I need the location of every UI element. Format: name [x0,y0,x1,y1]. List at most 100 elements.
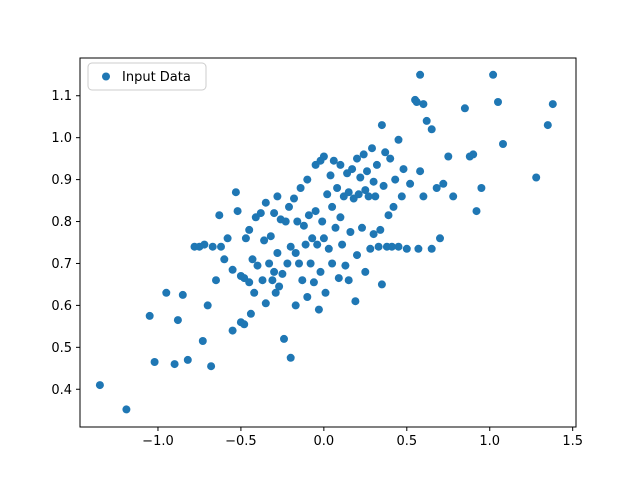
data-point [432,184,441,192]
data-point [321,288,330,297]
data-point [173,316,182,325]
data-point [319,152,328,161]
data-point [313,240,322,249]
data-point [377,121,386,130]
data-point [324,244,333,253]
data-point [275,282,284,291]
data-point [353,154,361,163]
data-point [208,242,217,251]
data-point [338,240,347,249]
legend-label: Input Data [122,70,191,85]
data-point [253,261,262,270]
y-tick-label: 0.5 [51,341,72,356]
data-point [344,188,353,197]
data-point [265,259,274,268]
data-point [207,362,216,371]
data-point [223,234,232,243]
data-point [256,209,265,218]
legend-marker-icon [102,72,110,81]
data-point [394,135,403,144]
data-point [261,198,270,207]
data-point [439,179,448,188]
data-point [333,184,342,192]
data-point [391,175,400,184]
data-point [266,232,275,241]
data-point [469,150,478,159]
x-tick-label: 0.0 [314,434,335,449]
data-point [384,211,393,220]
data-point [319,234,328,243]
data-point [386,154,395,163]
data-point [150,358,159,366]
data-point [228,265,237,274]
data-point [281,217,290,226]
data-point [295,259,303,268]
data-point [241,234,250,243]
data-point [376,225,385,234]
data-point [402,244,411,253]
data-point [245,225,254,234]
data-point [366,244,375,253]
y-tick-label: 0.4 [51,383,72,398]
data-point [314,305,323,314]
x-axis-ticks: −1.0 −0.5 0.0 0.5 1.0 1.5 [142,427,583,449]
data-point [308,234,317,243]
data-point [371,192,380,201]
data-point [377,280,386,289]
axes-frame [79,57,577,428]
data-point [494,98,502,106]
data-point [309,278,318,287]
data-point [419,192,428,201]
data-point [399,165,408,174]
data-point [304,211,313,220]
data-point [250,288,259,297]
data-point [331,223,340,232]
data-point [472,207,481,216]
x-tick-label: 1.0 [479,434,500,449]
data-point [246,309,255,318]
data-point [261,299,270,308]
y-tick-label: 0.7 [51,257,72,272]
data-point [316,267,325,276]
data-point [548,100,557,109]
x-tick-label: 1.5 [562,434,583,449]
data-point [301,240,310,249]
data-point [336,213,345,222]
data-point [248,255,257,264]
data-point [344,276,353,285]
data-point [268,276,277,285]
data-point [372,160,381,169]
data-point [122,405,131,414]
data-point [379,181,388,190]
data-point [328,202,337,211]
legend-box [87,62,207,91]
data-point [228,326,237,335]
data-point [477,184,486,192]
data-point [532,173,541,182]
data-point [212,276,220,285]
data-point [183,355,192,364]
y-tick-label: 1.1 [51,89,72,104]
data-point [361,267,370,276]
x-tick-label: −0.5 [225,434,257,449]
data-point [427,125,436,134]
data-point [318,217,327,226]
data-point [299,221,308,230]
data-point [328,259,337,268]
data-point [233,207,242,216]
data-point [368,144,376,153]
data-point [291,249,300,257]
data-point [356,173,365,182]
data-point [311,207,320,216]
data-point [260,236,269,245]
data-point [436,234,444,243]
data-point [406,179,415,188]
data-point [170,360,179,369]
data-point [162,288,171,297]
data-point [220,255,229,264]
data-point [95,381,104,390]
data-point [245,278,254,287]
data-point [329,156,338,165]
data-point [387,242,396,251]
